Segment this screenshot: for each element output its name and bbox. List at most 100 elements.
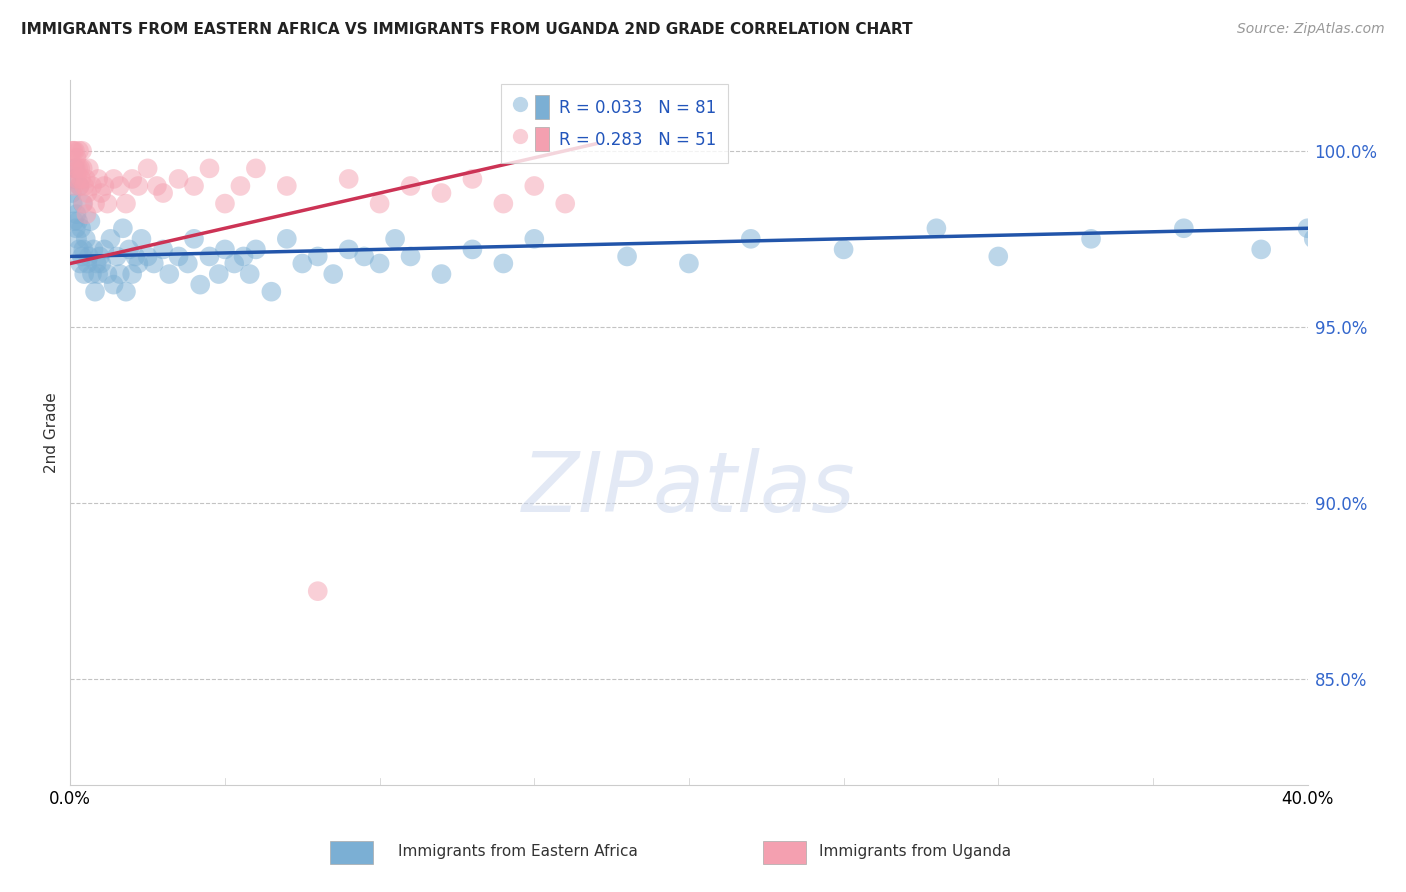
Point — [93, 243, 115, 257]
Point — [461, 243, 484, 257]
Point — [245, 243, 267, 257]
Point — [121, 267, 143, 281]
Point — [276, 179, 298, 194]
Point — [77, 161, 100, 176]
Point — [925, 221, 948, 235]
Point — [77, 250, 100, 264]
Point — [67, 161, 90, 176]
Point — [198, 250, 221, 264]
Point — [69, 179, 91, 194]
Point — [69, 256, 91, 270]
Point — [82, 243, 105, 257]
Point — [67, 214, 90, 228]
Point — [177, 256, 200, 270]
Point — [167, 250, 190, 264]
Point — [368, 196, 391, 211]
Point — [152, 243, 174, 257]
Point — [60, 144, 83, 158]
Point — [108, 267, 131, 281]
Point — [554, 196, 576, 211]
Point — [62, 172, 84, 186]
Point — [188, 277, 211, 292]
Point — [75, 172, 97, 186]
Point — [87, 172, 110, 186]
Point — [291, 256, 314, 270]
Point — [96, 196, 118, 211]
Point — [66, 172, 89, 186]
Point — [124, 250, 146, 264]
Point — [65, 207, 87, 221]
Point — [121, 172, 143, 186]
Point — [245, 161, 267, 176]
Point — [127, 179, 149, 194]
Point — [115, 196, 138, 211]
Point — [93, 179, 115, 194]
Point — [208, 267, 231, 281]
Point — [461, 172, 484, 186]
Point — [131, 232, 153, 246]
FancyBboxPatch shape — [763, 841, 807, 863]
Point — [276, 232, 298, 246]
Point — [111, 221, 134, 235]
Point — [105, 250, 128, 264]
Point — [89, 250, 111, 264]
Point — [80, 179, 103, 194]
Point — [70, 250, 93, 264]
Point — [399, 250, 422, 264]
Point — [142, 256, 165, 270]
Point — [70, 172, 93, 186]
Point — [72, 196, 94, 211]
Point — [1302, 232, 1324, 246]
Text: IMMIGRANTS FROM EASTERN AFRICA VS IMMIGRANTS FROM UGANDA 2ND GRADE CORRELATION C: IMMIGRANTS FROM EASTERN AFRICA VS IMMIGR… — [21, 22, 912, 37]
Point — [399, 179, 422, 194]
Point — [322, 267, 344, 281]
Point — [63, 144, 86, 158]
Point — [73, 267, 96, 281]
Point — [100, 232, 122, 246]
Point — [492, 196, 515, 211]
Point — [430, 267, 453, 281]
Text: Source: ZipAtlas.com: Source: ZipAtlas.com — [1237, 22, 1385, 37]
Point — [62, 144, 84, 158]
Y-axis label: 2nd Grade: 2nd Grade — [44, 392, 59, 473]
Point — [152, 186, 174, 200]
Point — [987, 250, 1010, 264]
Point — [65, 221, 87, 235]
Point — [1296, 221, 1319, 235]
Point — [616, 250, 638, 264]
Point — [229, 179, 252, 194]
Point — [69, 161, 91, 176]
Point — [183, 179, 205, 194]
Point — [65, 151, 87, 165]
Point — [76, 256, 98, 270]
Point — [523, 179, 546, 194]
Point — [65, 161, 87, 176]
Point — [103, 277, 125, 292]
Text: ZIPatlas: ZIPatlas — [522, 449, 856, 530]
Point — [214, 196, 236, 211]
Point — [167, 172, 190, 186]
Point — [62, 161, 84, 176]
Point — [70, 221, 93, 235]
Point — [80, 267, 103, 281]
Point — [67, 144, 90, 158]
Point — [307, 584, 329, 599]
Point — [60, 186, 83, 200]
Point — [146, 179, 169, 194]
Text: Immigrants from Uganda: Immigrants from Uganda — [818, 845, 1011, 859]
Point — [157, 267, 180, 281]
Point — [90, 256, 112, 270]
Point — [232, 250, 254, 264]
Point — [1250, 243, 1272, 257]
Point — [69, 179, 91, 194]
Point — [337, 243, 360, 257]
Point — [136, 161, 159, 176]
Point — [136, 250, 159, 264]
Point — [62, 196, 84, 211]
Point — [492, 256, 515, 270]
Point — [384, 232, 406, 246]
Point — [90, 186, 112, 200]
Point — [73, 179, 96, 194]
Point — [86, 256, 108, 270]
Point — [63, 179, 86, 194]
